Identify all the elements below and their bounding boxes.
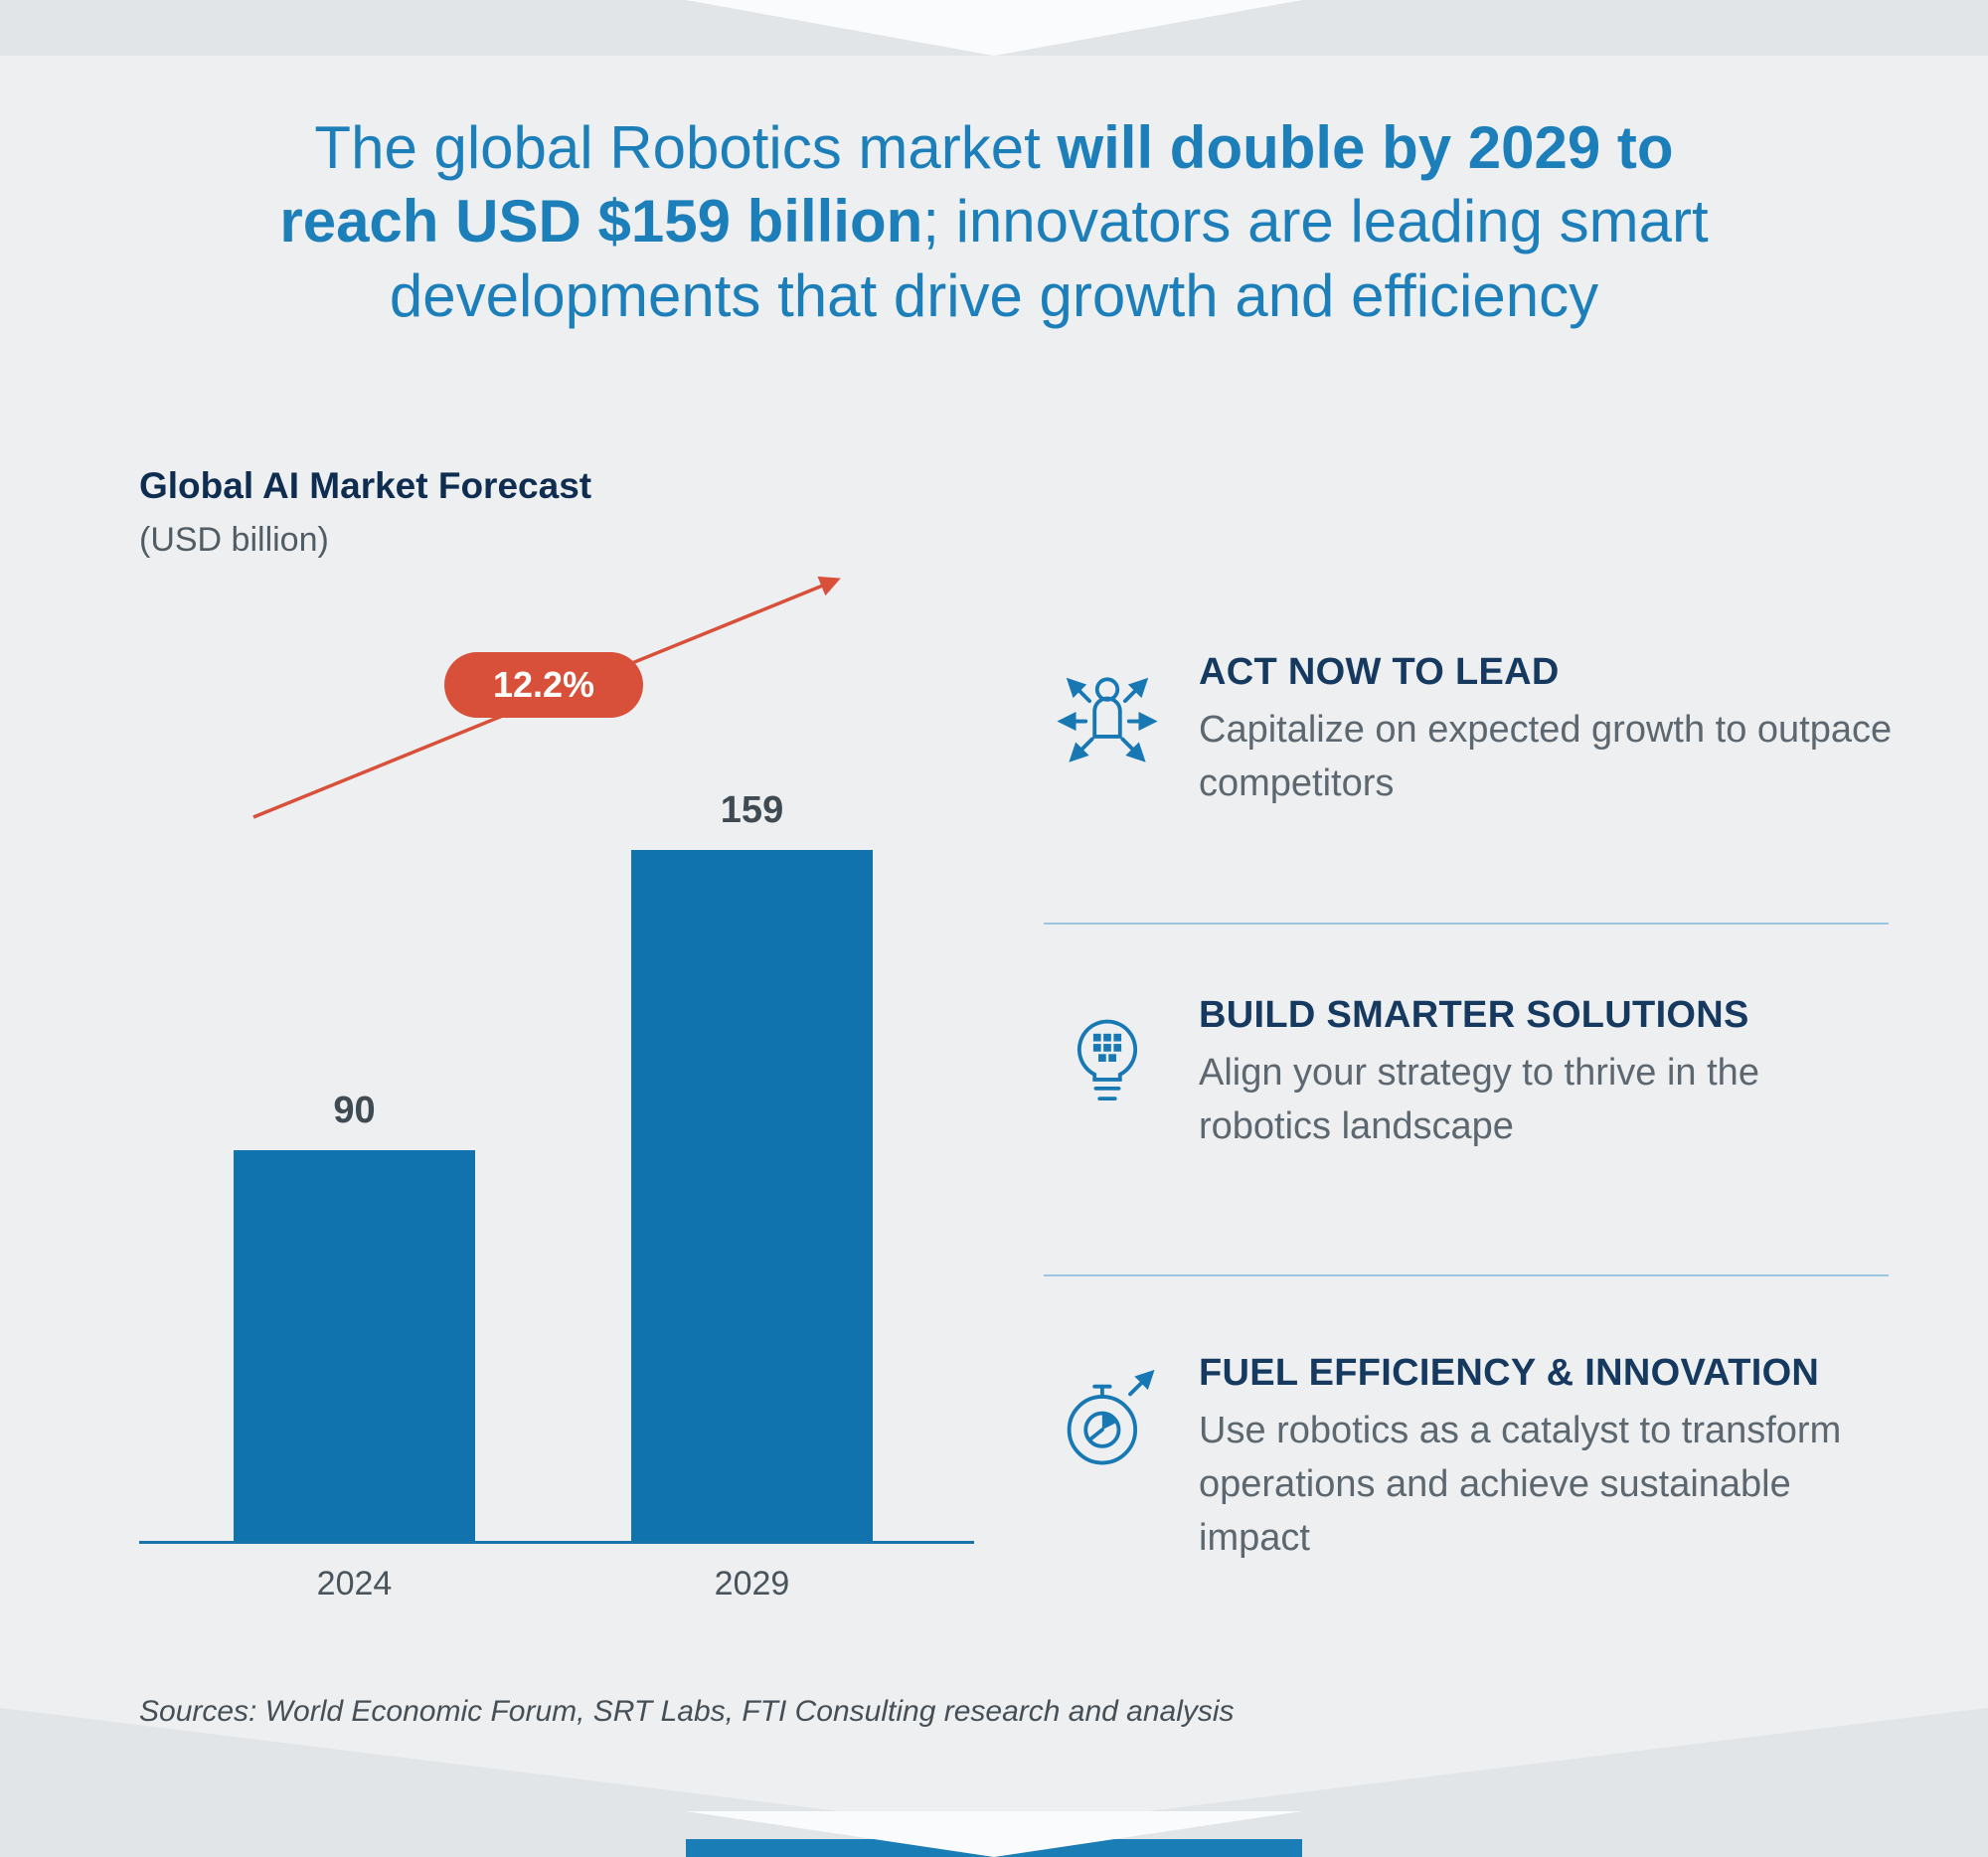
insight-fuel-efficiency: FUEL EFFICIENCY & INNOVATION Use robotic… xyxy=(1044,1352,1901,1566)
bar-2024 xyxy=(234,1150,475,1541)
title-regular-start: The global Robotics market xyxy=(314,114,1058,181)
insight-body: Use robotics as a catalyst to transform … xyxy=(1199,1410,1842,1559)
sources-note: Sources: World Economic Forum, SRT Labs,… xyxy=(139,1695,1235,1728)
x-axis-label-2024: 2024 xyxy=(316,1565,393,1603)
lightbulb-circuit-icon xyxy=(1077,1019,1138,1101)
insight-body: Capitalize on expected growth to outpace… xyxy=(1199,709,1893,804)
bar-group-2024: 90 xyxy=(234,1090,475,1541)
insight-heading: ACT NOW TO LEAD xyxy=(1199,651,1560,693)
insight-divider xyxy=(1044,1274,1889,1276)
growth-rate-badge: 12.2% xyxy=(444,652,643,718)
person-arrows-icon xyxy=(1057,677,1158,762)
insight-text: FUEL EFFICIENCY & INNOVATION Use robotic… xyxy=(1199,1352,1901,1566)
insight-body: Align your strategy to thrive in the rob… xyxy=(1199,1052,1759,1147)
stopwatch-pie-icon xyxy=(1067,1369,1155,1465)
insight-build-smarter: BUILD SMARTER SOLUTIONS Align your strat… xyxy=(1044,994,1901,1154)
title-bold: will double by 2029 to reach USD $159 bi… xyxy=(279,114,1674,255)
title-regular-end: ; innovators are leading smart developme… xyxy=(389,188,1709,329)
chart-subtitle: (USD billion) xyxy=(139,521,329,559)
bar-2029 xyxy=(631,850,873,1541)
insight-heading: FUEL EFFICIENCY & INNOVATION xyxy=(1199,1352,1820,1394)
insight-act-now: ACT NOW TO LEAD Capitalize on expected g… xyxy=(1044,651,1901,811)
insight-heading: BUILD SMARTER SOLUTIONS xyxy=(1199,994,1749,1036)
insight-divider xyxy=(1044,923,1889,925)
x-axis-label-2029: 2029 xyxy=(714,1565,790,1603)
insight-text: BUILD SMARTER SOLUTIONS Align your strat… xyxy=(1199,994,1901,1154)
insight-text: ACT NOW TO LEAD Capitalize on expected g… xyxy=(1199,651,1901,811)
bar-value-label: 90 xyxy=(333,1090,376,1131)
bar-group-2029: 159 xyxy=(631,789,873,1541)
bar-chart: 90 159 2024 2029 xyxy=(139,789,974,1603)
bar-value-label: 159 xyxy=(720,789,784,831)
page-title: The global Robotics market will double b… xyxy=(248,111,1740,333)
chart-title: Global AI Market Forecast xyxy=(139,465,592,506)
